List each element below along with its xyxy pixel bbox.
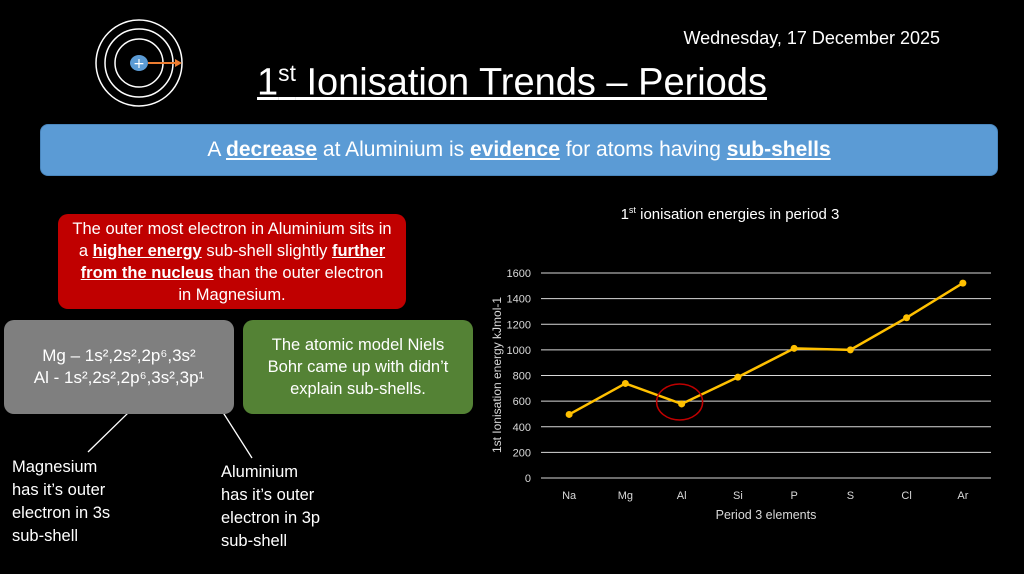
- mg-note: Magnesium has it’s outer electron in 3s sub…: [12, 458, 111, 545]
- electron-config-box: Mg – 1s²,2s²,2p⁶,3s² Al - 1s²,2s²,2p⁶,3s…: [4, 320, 234, 414]
- data-point-P: [790, 344, 798, 352]
- al-note: Aluminium has it’s outer electron in 3p sub…: [221, 463, 321, 550]
- y-tick-label: 800: [513, 371, 531, 383]
- x-tick-label: S: [847, 490, 854, 502]
- x-tick-label: Si: [733, 490, 743, 502]
- data-point-Al: [678, 400, 686, 408]
- y-tick-label: 1600: [507, 268, 531, 280]
- y-tick-label: 0: [525, 473, 531, 485]
- svg-text:+: +: [133, 56, 145, 72]
- page-title: 1st Ionisation Trends – Periods: [257, 60, 767, 104]
- chart-title: 1st ionisation energies in period 3: [620, 205, 840, 223]
- ionisation-chart: 0 200 400 600 800 1000 1200 1400 1600 Na Mg Al Si P S C…: [507, 268, 991, 522]
- mg-config: Mg – 1s²,2s²,2p⁶,3s²: [42, 346, 196, 365]
- y-tick-label: 1000: [507, 345, 531, 357]
- x-tick-label: Cl: [901, 490, 911, 502]
- y-tick-label: 1200: [507, 319, 531, 331]
- x-tick-label: P: [790, 490, 797, 502]
- data-point-S: [846, 346, 854, 354]
- date-label: Wednesday, 17 December 2025: [683, 28, 941, 48]
- x-tick-label: Ar: [957, 490, 968, 502]
- x-tick-label: Mg: [618, 490, 633, 502]
- evidence-banner: A decrease at Aluminium is evidence for …: [40, 124, 998, 176]
- y-tick-label: 600: [513, 396, 531, 408]
- y-tick-label: 400: [513, 422, 531, 434]
- data-point-Ar: [959, 279, 967, 287]
- bohr-model-box: The atomic model Niels Bohr came up with…: [243, 320, 473, 414]
- al-config: Al - 1s²,2s²,2p⁶,3s²,3p¹: [33, 368, 205, 387]
- data-point-Cl: [903, 314, 911, 322]
- data-point-Mg: [621, 379, 629, 387]
- x-tick-label: Na: [562, 490, 577, 502]
- y-tick-label: 200: [513, 447, 531, 459]
- y-axis-label: 1st Ionisation energy kJmol-1: [490, 296, 504, 454]
- al-highlight-circle: [655, 383, 704, 421]
- x-tick-label: Al: [677, 490, 687, 502]
- data-point-Na: [565, 410, 573, 418]
- x-axis-label: Period 3 elements: [716, 508, 817, 522]
- aluminium-explanation-box: The outer most electron in Aluminium sit…: [58, 214, 406, 309]
- series-line: [568, 282, 964, 416]
- y-tick-label: 1400: [507, 294, 531, 306]
- atom-electron-icon: +: [95, 19, 183, 107]
- data-point-Si: [734, 373, 742, 381]
